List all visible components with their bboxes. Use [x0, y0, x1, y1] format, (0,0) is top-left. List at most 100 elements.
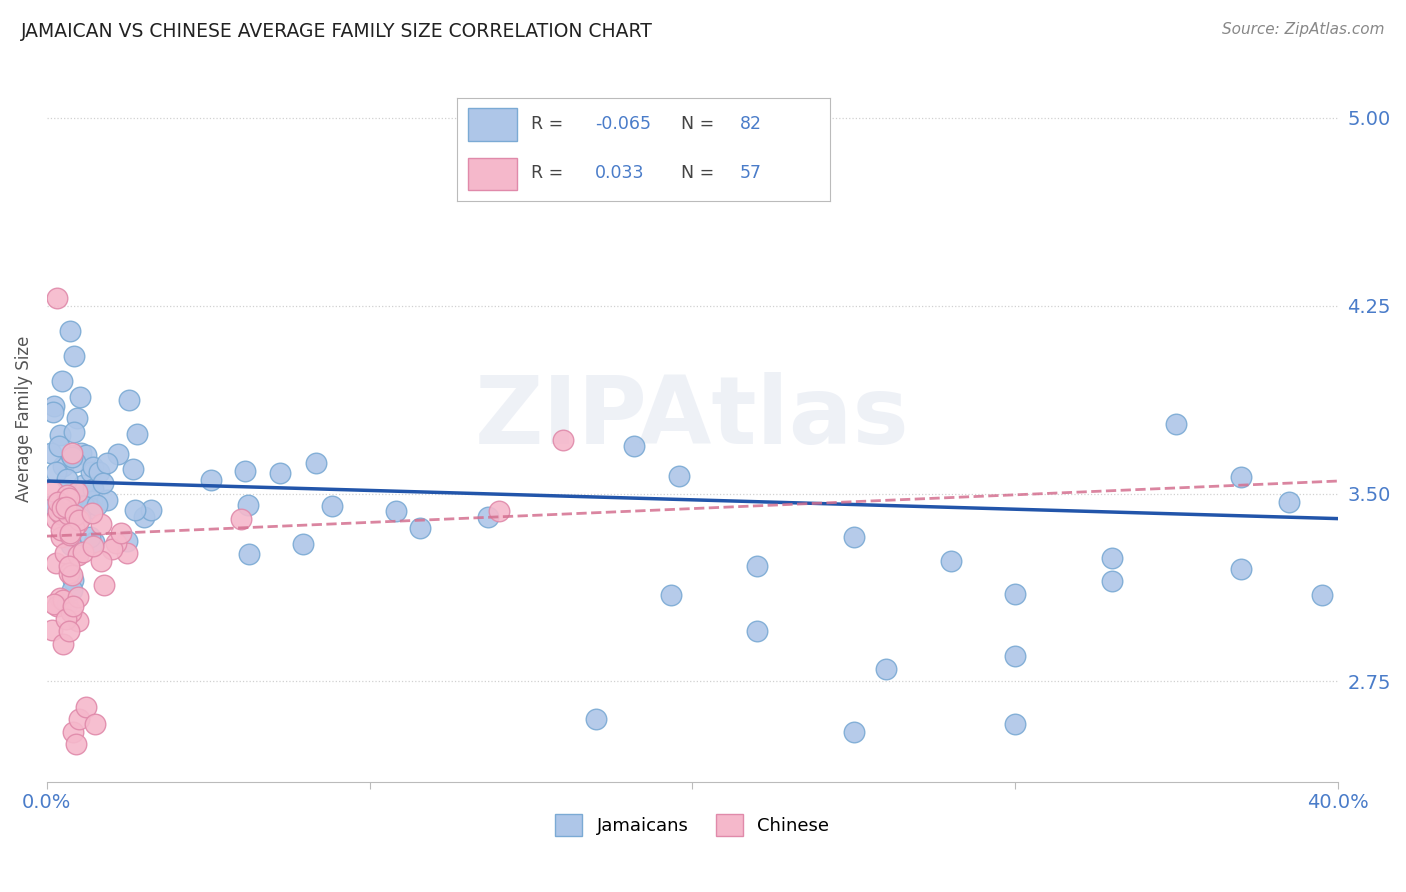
Point — [117, 392, 139, 407]
Point — [63, 520, 86, 534]
Point — [134, 510, 156, 524]
Point — [745, 624, 768, 639]
Point — [385, 504, 408, 518]
Point — [52, 637, 75, 651]
Point — [75, 488, 97, 502]
Point — [87, 465, 110, 479]
Text: R =: R = — [531, 115, 564, 133]
Point — [291, 537, 314, 551]
Point — [60, 568, 83, 582]
Point — [49, 507, 72, 521]
Point — [49, 508, 72, 522]
Point — [49, 427, 72, 442]
Point — [66, 516, 89, 531]
Text: ZIPAtlas: ZIPAtlas — [475, 372, 910, 465]
Point — [82, 540, 104, 554]
Point — [58, 559, 80, 574]
Bar — [468, 108, 516, 141]
Point — [96, 493, 118, 508]
Point — [84, 717, 107, 731]
Point — [60, 538, 83, 552]
Point — [58, 566, 80, 580]
Point — [63, 349, 86, 363]
Point — [66, 615, 89, 629]
Point — [41, 624, 63, 638]
Point — [745, 558, 768, 573]
Point — [66, 549, 89, 563]
Point — [67, 590, 90, 604]
Text: N =: N = — [681, 164, 714, 182]
Point — [668, 469, 690, 483]
Point — [477, 510, 499, 524]
Point — [1230, 562, 1253, 576]
Point — [45, 512, 67, 526]
Point — [62, 574, 84, 588]
Point — [1004, 717, 1026, 731]
Point — [67, 512, 90, 526]
Text: N =: N = — [681, 115, 714, 133]
Point — [49, 530, 72, 544]
Text: JAMAICAN VS CHINESE AVERAGE FAMILY SIZE CORRELATION CHART: JAMAICAN VS CHINESE AVERAGE FAMILY SIZE … — [21, 22, 652, 41]
Point — [48, 439, 70, 453]
Point — [200, 473, 222, 487]
Point — [1278, 495, 1301, 509]
Point — [73, 499, 96, 513]
Point — [488, 504, 510, 518]
Point — [80, 501, 103, 516]
Point — [45, 556, 67, 570]
Point — [842, 724, 865, 739]
Point — [67, 712, 90, 726]
Point — [42, 483, 65, 498]
Point — [56, 507, 79, 521]
Point — [238, 548, 260, 562]
Point — [45, 291, 67, 305]
Point — [52, 458, 75, 473]
Point — [121, 462, 143, 476]
Point — [59, 527, 82, 541]
Text: -0.065: -0.065 — [595, 115, 651, 133]
Point — [1004, 649, 1026, 664]
Point — [124, 503, 146, 517]
Point — [72, 545, 94, 559]
Text: 57: 57 — [740, 164, 762, 182]
Point — [875, 662, 897, 676]
Point — [842, 530, 865, 544]
Point — [1004, 587, 1026, 601]
Point — [659, 588, 682, 602]
Point — [127, 427, 149, 442]
Point — [62, 425, 84, 440]
Text: 82: 82 — [740, 115, 762, 133]
Point — [69, 390, 91, 404]
Point — [82, 482, 104, 496]
Point — [107, 447, 129, 461]
Point — [115, 546, 138, 560]
Point — [110, 526, 132, 541]
Point — [75, 448, 97, 462]
Point — [101, 542, 124, 557]
Point — [321, 499, 343, 513]
Point — [55, 612, 77, 626]
Text: 0.033: 0.033 — [595, 164, 644, 182]
Point — [46, 504, 69, 518]
Point — [553, 433, 575, 447]
Point — [60, 583, 83, 598]
Point — [51, 523, 73, 537]
Point — [233, 464, 256, 478]
Point — [59, 606, 82, 620]
Text: R =: R = — [531, 164, 564, 182]
Point — [1310, 588, 1333, 602]
Point — [62, 514, 84, 528]
Point — [60, 446, 83, 460]
Point — [96, 456, 118, 470]
Point — [55, 472, 77, 486]
Point — [62, 724, 84, 739]
Point — [45, 466, 67, 480]
Point — [104, 535, 127, 549]
Point — [83, 535, 105, 549]
Point — [39, 446, 62, 460]
Legend: Jamaicans, Chinese: Jamaicans, Chinese — [547, 805, 838, 846]
Point — [51, 374, 73, 388]
Point — [75, 699, 97, 714]
Point — [62, 599, 84, 614]
Point — [82, 459, 104, 474]
